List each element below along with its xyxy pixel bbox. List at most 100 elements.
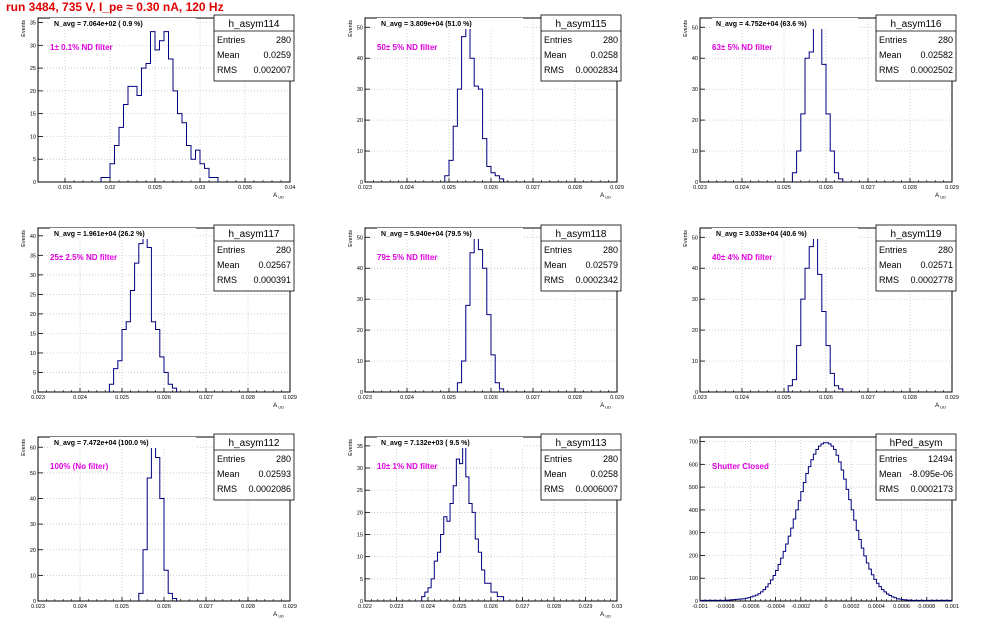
histogram-line (421, 445, 505, 601)
y-tick-label: 25 (357, 488, 363, 494)
x-tick-label: 0.023 (31, 604, 45, 610)
y-tick-label: 30 (692, 87, 698, 93)
stats-value: 0.0002342 (575, 275, 618, 285)
title-box (377, 228, 523, 239)
title-box (50, 228, 196, 239)
stats-value: 0.02567 (258, 260, 291, 270)
histogram-panel: 0.023 0.024 0.025 0.026 0.027 0.028 0.029 0 10 20… (683, 224, 959, 410)
x-tick-label: 0.023 (693, 185, 707, 191)
x-tick-label: 0.025 (442, 395, 456, 401)
stats-label: Entries (217, 245, 246, 255)
stats-label: RMS (879, 484, 899, 494)
histogram-panel: 0.023 0.024 0.025 0.026 0.027 0.028 0.029 0 10 20… (683, 14, 959, 200)
x-tick-label: 0.028 (547, 604, 561, 610)
x-tick-label: 0.029 (283, 395, 297, 401)
histogram-panel: 0.023 0.024 0.025 0.026 0.027 0.028 0.029 0 10 20… (21, 433, 297, 619)
y-tick-label: 300 (689, 531, 698, 537)
stats-value: 280 (276, 35, 291, 45)
stats-value: 0.02593 (258, 469, 291, 479)
y-tick-label: 50 (692, 25, 698, 31)
x-tick-label: -0.0008 (716, 604, 735, 610)
filter-annotation: Shutter Closed (712, 462, 769, 471)
stats-label: RMS (544, 65, 564, 75)
histogram-title: N_avg = 7.064e+02 ( 0.9 %) (54, 21, 143, 28)
y-tick-label: 0 (360, 599, 363, 605)
stats-value: 0.0002086 (248, 484, 291, 494)
stats-label: Entries (879, 35, 908, 45)
x-axis-title: A UD (600, 403, 611, 410)
stats-value: -8.095e-06 (909, 469, 953, 479)
stats-box (875, 433, 957, 501)
y-tick-label: 40 (692, 266, 698, 272)
x-tick-label: 0.025 (453, 604, 467, 610)
stats-value: 0.0002502 (910, 65, 953, 75)
y-tick-label: 30 (357, 466, 363, 472)
histogram-panel: 0.023 0.024 0.025 0.026 0.027 0.028 0.029 0 10 20… (348, 14, 624, 200)
stats-box-title: h_asym119 (891, 229, 942, 240)
x-tick-label: 0.03 (612, 604, 623, 610)
histogram-line (456, 236, 505, 392)
x-tick-label: 0.022 (358, 604, 372, 610)
x-tick-label: 0.024 (735, 395, 749, 401)
y-tick-label: 30 (357, 87, 363, 93)
run-title: run 3484, 735 V, I_pe ≈ 0.30 nA, 120 Hz (6, 0, 224, 14)
y-tick-label: 0 (360, 180, 363, 186)
y-tick-label: 0 (360, 390, 363, 396)
y-tick-label: 50 (357, 25, 363, 31)
stats-box (875, 224, 957, 292)
y-tick-label: 10 (357, 555, 363, 561)
x-tick-label: 0.023 (390, 604, 404, 610)
title-box (712, 228, 858, 239)
y-tick-label: 10 (357, 149, 363, 155)
x-tick-label: 0.028 (241, 604, 255, 610)
y-tick-label: 40 (30, 497, 36, 503)
stats-box-title: h_asym115 (556, 19, 607, 30)
y-tick-label: 40 (357, 56, 363, 62)
title-box (50, 18, 196, 29)
x-tick-label: 0.001 (945, 604, 959, 610)
stats-value: 280 (603, 35, 618, 45)
stats-value: 0.0258 (590, 50, 618, 60)
stats-box (875, 14, 957, 82)
x-tick-label: 0.023 (358, 395, 372, 401)
y-tick-label: 15 (30, 331, 36, 337)
filter-annotation: 79± 5% ND filter (377, 253, 437, 262)
y-tick-label: 50 (30, 471, 36, 477)
x-tick-label: 0.0002 (843, 604, 860, 610)
y-tick-label: 10 (692, 359, 698, 365)
x-tick-label: 0.025 (148, 185, 162, 191)
y-tick-label: 5 (360, 577, 363, 583)
stats-label: Entries (544, 35, 573, 45)
histogram-panel: 0.023 0.024 0.025 0.026 0.027 0.028 0.029 0 10 20… (348, 224, 624, 410)
y-tick-label: 20 (30, 312, 36, 318)
stats-value: 0.000391 (253, 275, 291, 285)
x-tick-label: 0.026 (484, 185, 498, 191)
histogram-title: N_avg = 3.033e+04 (40.6 %) (716, 231, 807, 238)
x-tick-label: 0.026 (484, 604, 498, 610)
title-box (712, 18, 858, 29)
stats-value: 0.002007 (253, 65, 291, 75)
y-tick-label: 30 (692, 297, 698, 303)
histogram-line (787, 236, 844, 392)
y-tick-label: 10 (692, 149, 698, 155)
x-tick-label: -0.0006 (741, 604, 760, 610)
x-tick-label: 0.023 (358, 185, 372, 191)
x-tick-label: 0.029 (579, 604, 593, 610)
y-tick-label: 0 (33, 599, 36, 605)
y-axis-title: Events (21, 230, 27, 247)
histogram-line (138, 446, 178, 601)
histogram-title: N_avg = 4.752e+04 (63.6 %) (716, 21, 807, 28)
y-tick-label: 0 (695, 599, 698, 605)
stats-value: 0.0002834 (575, 65, 618, 75)
stats-label: Mean (217, 469, 240, 479)
y-tick-label: 20 (30, 89, 36, 95)
x-tick-label: 0.024 (73, 395, 87, 401)
y-axis-title: Events (348, 20, 354, 37)
title-box (50, 437, 196, 448)
stats-value: 0.0259 (263, 50, 291, 60)
x-tick-label: -0.0004 (766, 604, 785, 610)
y-tick-label: 0 (695, 390, 698, 396)
y-tick-label: 50 (692, 235, 698, 241)
y-tick-label: 5 (33, 157, 36, 163)
stats-value: 280 (938, 245, 953, 255)
